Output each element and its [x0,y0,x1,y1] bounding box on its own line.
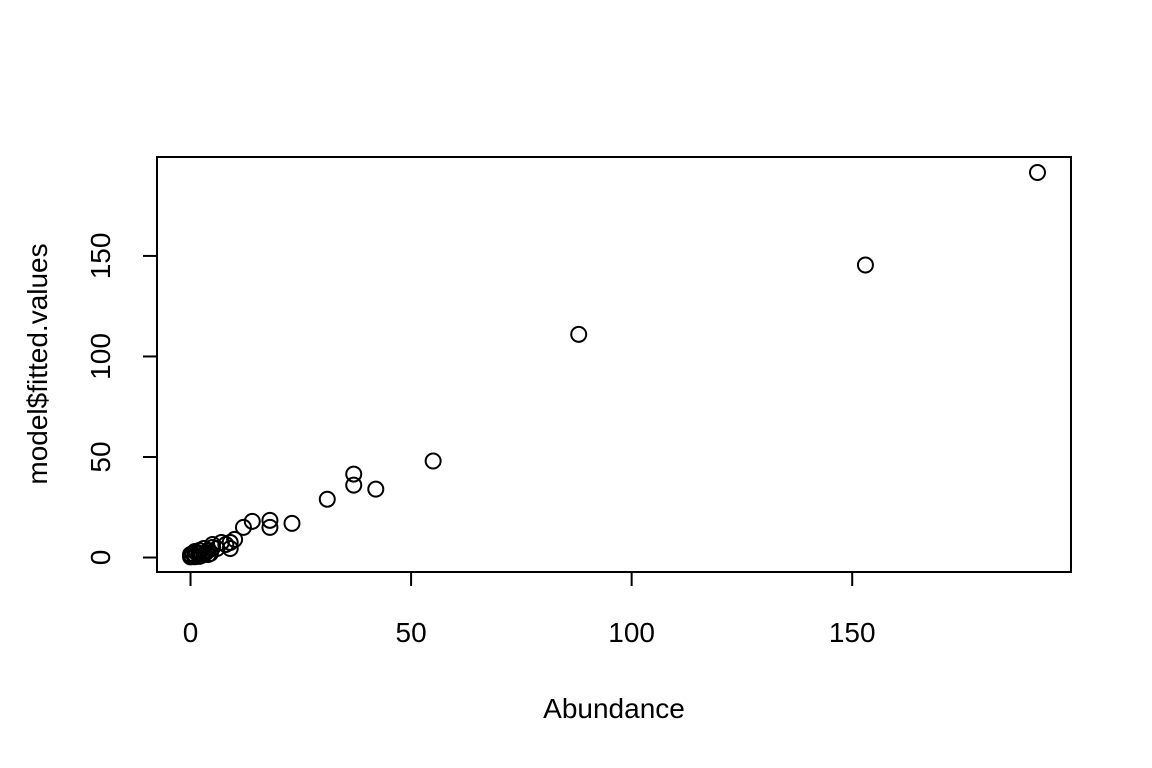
x-tick-label: 50 [396,617,427,648]
data-point [234,518,252,536]
y-tick-label: 100 [85,333,116,380]
data-point [283,514,301,532]
data-point [318,490,336,508]
data-points [182,163,1046,566]
data-point [226,530,244,548]
x-tick-label: 100 [608,617,655,648]
data-point [261,511,279,529]
data-point [261,518,279,536]
plot-frame [156,156,1072,573]
data-point [856,256,874,274]
y-tick-label: 50 [85,441,116,472]
data-point [424,452,442,470]
data-point [204,535,222,553]
data-point [570,325,588,343]
data-point [345,465,363,483]
x-axis: 0 50 100 150 [183,571,876,648]
y-axis-label: model$fitted.values [22,243,53,484]
data-point [367,480,385,498]
y-tick-label: 150 [85,233,116,280]
y-axis: 0 50 100 150 [85,233,158,566]
y-tick-label: 0 [85,550,116,566]
x-tick-label: 150 [829,617,876,648]
data-point [221,539,239,557]
x-tick-label: 0 [183,617,199,648]
data-point [345,476,363,494]
data-point [243,512,261,530]
x-axis-label: Abundance [543,693,685,724]
data-point [1028,163,1046,181]
data-point [221,533,239,551]
